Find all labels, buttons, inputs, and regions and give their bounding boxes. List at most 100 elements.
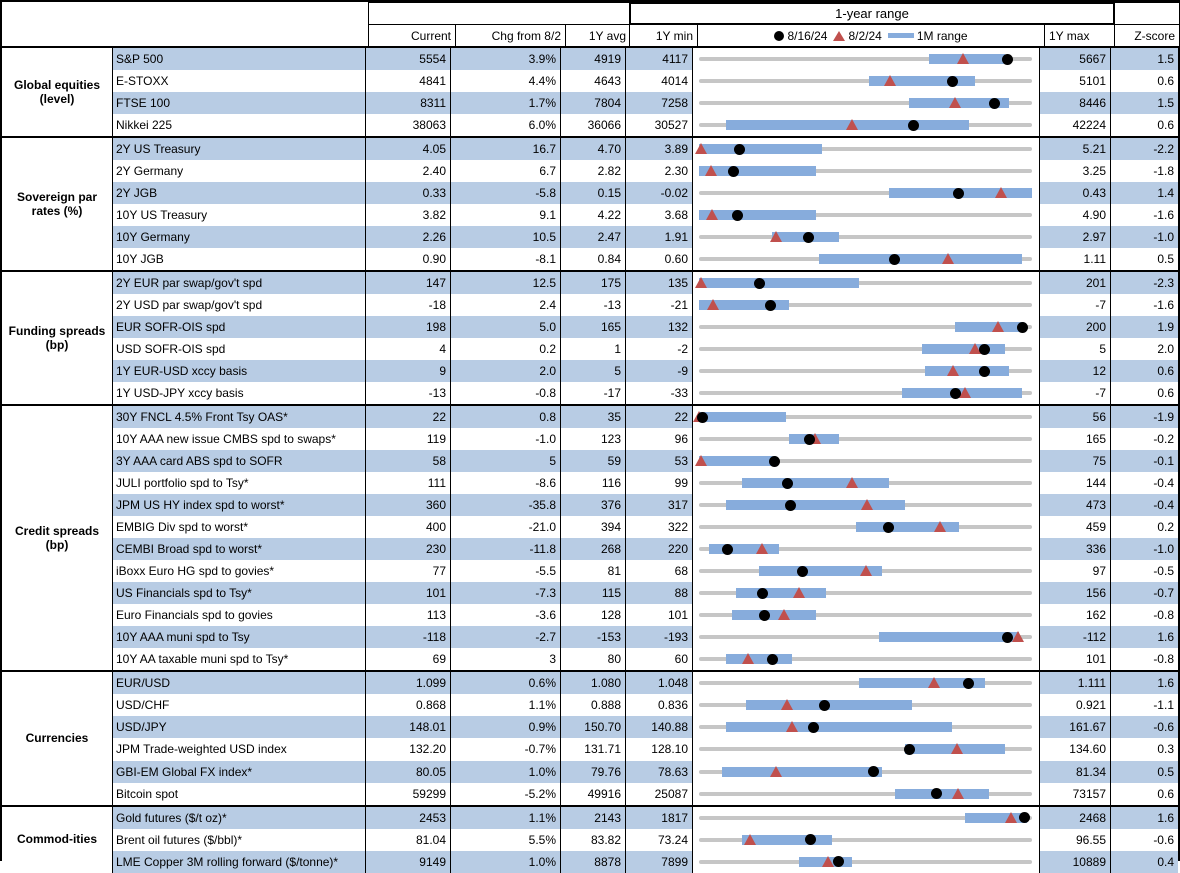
instrument-name: US Financials spd to Tsy*	[113, 582, 366, 605]
1y-range-chart	[693, 716, 1040, 739]
1y-avg-value: 115	[561, 582, 626, 605]
1y-max-value: 200	[1040, 316, 1111, 339]
prev-close-triangle-marker	[933, 521, 946, 533]
1m-range-bar	[722, 766, 883, 777]
1y-max-value: 81.34	[1040, 760, 1111, 783]
prev-close-triangle-marker	[770, 765, 783, 777]
1y-max-value: 4.90	[1040, 204, 1111, 227]
1y-avg-value: 4.70	[561, 138, 626, 161]
table-row: USD SOFR-OIS spd 4 0.2 1 -2 5 2.0	[113, 338, 1178, 361]
1y-range-chart	[693, 138, 1040, 161]
z-score-value: -1.6	[1153, 298, 1174, 313]
1m-range-bar	[858, 678, 986, 689]
chg-from-8-2-value: 2.4	[451, 294, 561, 317]
prev-close-triangle-marker	[969, 343, 982, 355]
chg-from-8-2-value: 1.1%	[451, 694, 561, 717]
1m-range-bar	[895, 788, 989, 799]
current-close-dot-marker	[1018, 812, 1030, 824]
1m-range-bar	[878, 632, 1019, 643]
1m-range-bar	[925, 366, 1009, 377]
section-4: Currencies EUR/USD 1.099 0.6% 1.080 1.048 1.11…	[2, 670, 1178, 805]
prev-close-triangle-marker	[706, 209, 719, 221]
table-row: US Financials spd to Tsy* 101 -7.3 115 88 156…	[113, 582, 1178, 605]
1y-max-value: 5101	[1040, 70, 1111, 93]
1y-min-value: 132	[626, 316, 693, 339]
1y-range-chart	[693, 760, 1040, 783]
1y-range-chart	[693, 248, 1040, 271]
instrument-name: 10Y AAA new issue CMBS spd to swaps*	[113, 428, 366, 451]
1y-range-chart	[693, 226, 1040, 249]
1y-range-chart	[693, 782, 1040, 805]
chg-from-8-2-value: -3.6	[451, 604, 561, 627]
instrument-name: GBI-EM Global FX index*	[113, 760, 366, 783]
1y-range-chart	[693, 182, 1040, 205]
current-value: 9	[366, 360, 451, 383]
1y-avg-value: 150.70	[561, 716, 626, 739]
1y-min-value: 1817	[626, 806, 693, 829]
prev-close-triangle-marker	[707, 299, 720, 311]
z-score-value: 0.6	[1157, 118, 1174, 133]
chg-from-8-2-value: 0.2	[451, 338, 561, 361]
header-spacer-right	[1114, 2, 1180, 25]
1y-min-value: 3.68	[626, 204, 693, 227]
table-row: E-STOXX 4841 4.4% 4643 4014 5101 0.6	[113, 70, 1178, 93]
instrument-name: Bitcoin spot	[113, 782, 366, 805]
section-1: Sovereign par rates (%) 2Y US Treasury 4.0…	[2, 136, 1178, 271]
z-score-value: -0.8	[1153, 652, 1174, 667]
prev-close-triangle-marker	[861, 499, 874, 511]
instrument-name: 1Y EUR-USD xccy basis	[113, 360, 366, 383]
z-score-value: -2.2	[1111, 138, 1178, 161]
chg-from-8-2-value: 3	[451, 648, 561, 671]
category-label: Funding spreads (bp)	[2, 272, 113, 405]
1y-max-value: 336	[1040, 538, 1111, 561]
1y-range-chart	[693, 48, 1040, 71]
prev-close-triangle-marker	[995, 187, 1008, 199]
1y-max-value: 162	[1040, 604, 1111, 627]
instrument-name: 2Y Germany	[113, 160, 366, 183]
table-row: LME Copper 3M rolling forward ($/tonne)*…	[113, 850, 1178, 873]
1y-min-value: 140.88	[626, 716, 693, 739]
1y-min-value: 88	[626, 582, 693, 605]
table-row: Gold futures ($/t oz)* 2453 1.1% 2143 1817 24…	[113, 806, 1178, 829]
1y-range-chart	[693, 382, 1040, 405]
category-label: Credit spreads (bp)	[2, 406, 113, 671]
1y-min-value: 1.91	[626, 226, 693, 249]
range-header-title: 1-year range	[629, 2, 1115, 25]
current-value: 111	[366, 472, 451, 495]
instrument-name: Gold futures ($/t oz)*	[113, 806, 366, 829]
prev-close-triangle-marker	[778, 609, 791, 621]
legend-1m-range-entry: 1M range	[887, 29, 968, 43]
instrument-name: 3Y AAA card ABS spd to SOFR	[113, 450, 366, 473]
1m-range-bar	[955, 322, 1024, 333]
current-value: 119	[366, 428, 451, 451]
current-value: 2453	[366, 806, 451, 829]
z-score-value: 0.6	[1157, 74, 1174, 89]
1y-avg-value: 8878	[561, 850, 626, 873]
1y-avg-value: 116	[561, 472, 626, 495]
current-value: 5554	[366, 48, 451, 71]
1y-max-value: 0.921	[1040, 694, 1111, 717]
table-row: JPM Trade-weighted USD index 132.20 -0.7% 1…	[113, 738, 1178, 761]
z-score-value: -0.4	[1153, 476, 1174, 491]
instrument-name: 10Y AAA muni spd to Tsy	[113, 626, 366, 649]
1m-range-bar	[699, 278, 859, 289]
1y-max-value: 2468	[1040, 806, 1111, 829]
1y-range-track	[699, 235, 1032, 240]
1y-range-track	[699, 369, 1032, 374]
table-row: JULI portfolio spd to Tsy* 111 -8.6 116 99 14…	[113, 472, 1178, 495]
z-score-value: -0.8	[1153, 608, 1174, 623]
chg-from-8-2-value: -1.0	[451, 428, 561, 451]
1y-max-value: 5667	[1040, 48, 1111, 71]
1y-min-value: 0.60	[626, 248, 693, 271]
1y-range-track	[699, 635, 1032, 640]
chg-from-8-2-value: -5.2%	[451, 782, 561, 805]
current-close-dot-marker	[1002, 53, 1014, 65]
chg-from-8-2-value: -21.0	[451, 516, 561, 539]
1m-range-bar	[732, 610, 816, 621]
instrument-name: JPM US HY index spd to worst*	[113, 494, 366, 517]
1y-avg-value: 123	[561, 428, 626, 451]
category-label: Currencies	[2, 672, 113, 805]
1y-range-track	[699, 213, 1032, 218]
prev-close-triangle-marker	[845, 477, 858, 489]
1y-min-value: 4117	[626, 48, 693, 71]
